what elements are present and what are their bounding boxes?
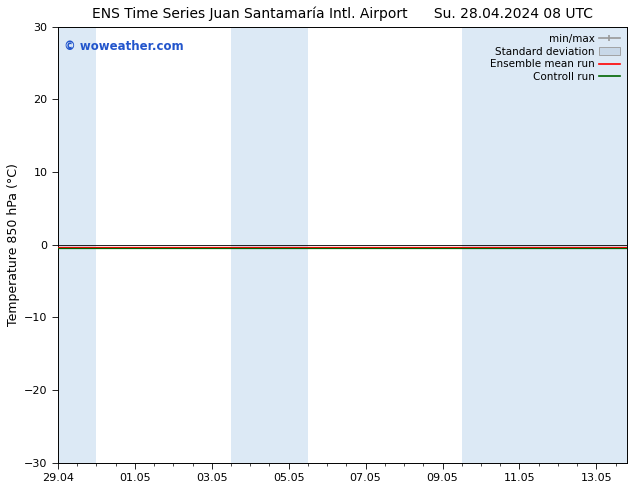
- Title: ENS Time Series Juan Santamaría Intl. Airport      Su. 28.04.2024 08 UTC: ENS Time Series Juan Santamaría Intl. Ai…: [92, 7, 593, 22]
- Text: © woweather.com: © woweather.com: [64, 40, 183, 53]
- Y-axis label: Temperature 850 hPa (°C): Temperature 850 hPa (°C): [7, 163, 20, 326]
- Bar: [231, 27, 308, 463]
- Legend: min/max, Standard deviation, Ensemble mean run, Controll run: min/max, Standard deviation, Ensemble me…: [488, 32, 622, 84]
- Bar: [54, 27, 96, 463]
- Bar: [462, 27, 627, 463]
